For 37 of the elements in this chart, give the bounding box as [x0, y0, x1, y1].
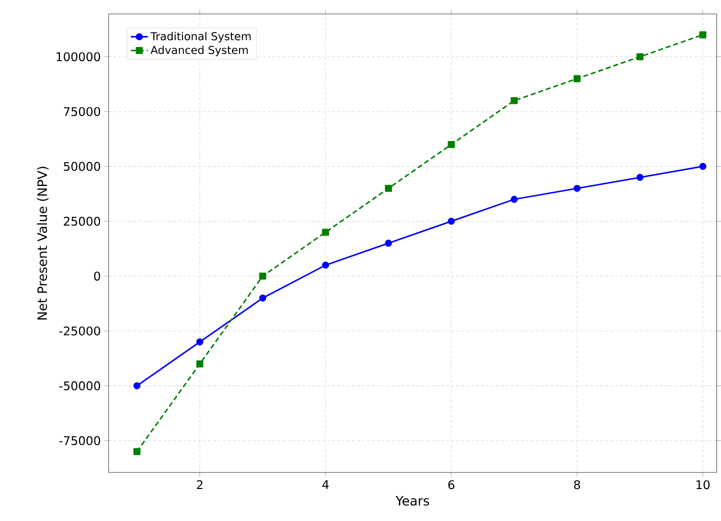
y-tick-label: -50000: [59, 381, 100, 390]
y-tick-label: -25000: [59, 326, 100, 336]
x-tick-label: 4: [322, 480, 329, 489]
point: [699, 162, 706, 170]
point: [384, 184, 392, 192]
point: [574, 184, 581, 192]
y-tick-label: 75000: [64, 106, 100, 116]
point: [384, 240, 392, 247]
point: [510, 96, 518, 104]
x-axis-title: Years: [396, 496, 430, 506]
point: [699, 31, 706, 38]
legend-label: Traditional System: [150, 32, 251, 42]
point: [322, 261, 330, 269]
y-tick-label: 100000: [56, 52, 100, 62]
x-tick-label: 2: [196, 480, 202, 489]
x-tick-label: 8: [574, 480, 580, 490]
point: [133, 382, 140, 390]
y-tick-label: 0: [94, 271, 100, 280]
x-tick-label: 10: [696, 480, 710, 490]
y-axis-title: Net Present Value (NPV): [37, 166, 49, 320]
point: [510, 196, 518, 203]
point: [259, 272, 266, 280]
point: [196, 360, 204, 368]
y-tick-label: 50000: [64, 162, 100, 171]
point: [259, 294, 266, 302]
legend-label: Advanced System: [150, 45, 248, 56]
point: [448, 218, 455, 225]
point: [574, 75, 581, 82]
x-tick-label: 6: [448, 480, 454, 490]
point: [636, 174, 644, 181]
point: [636, 53, 644, 60]
point: [196, 338, 204, 346]
y-tick-label: 25000: [64, 216, 100, 226]
point: [322, 228, 330, 236]
y-tick-label: -75000: [59, 436, 100, 446]
point: [133, 448, 140, 455]
point: [448, 140, 455, 148]
